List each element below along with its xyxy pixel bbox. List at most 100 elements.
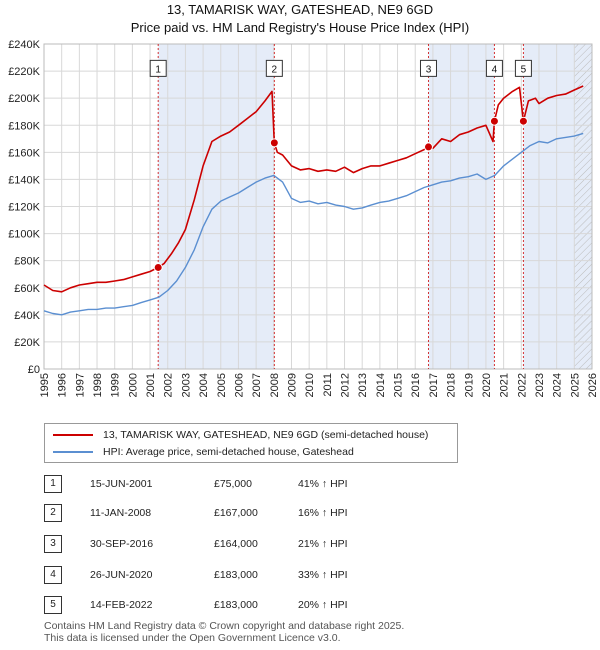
y-tick-label: £180K: [8, 120, 40, 132]
x-tick-label: 2004: [198, 373, 210, 397]
y-tick-label: £120K: [8, 202, 40, 214]
sale-hpi-change: 33% ↑ HPI: [298, 569, 348, 581]
sale-row: 4 26-JUN-2020 £183,000 33% ↑ HPI: [44, 566, 464, 584]
sale-number-box: [265, 59, 283, 77]
legend-item-property: 13, TAMARISK WAY, GATESHEAD, NE9 6GD (se…: [53, 427, 428, 443]
sale-price: £75,000: [214, 478, 252, 490]
sale-point: [518, 116, 528, 126]
sale-point: [489, 116, 499, 126]
sale-number-badge: 2: [44, 504, 62, 522]
x-tick-label: 2020: [481, 373, 493, 397]
chart-title: 13, TAMARISK WAY, GATESHEAD, NE9 6GD: [166, 2, 434, 17]
sale-hpi-change: 16% ↑ HPI: [298, 507, 348, 519]
x-tick-label: 2001: [145, 373, 157, 397]
x-tick-label: 2003: [180, 373, 192, 397]
x-tick-label: 2021: [499, 373, 511, 397]
y-tick-label: £80K: [14, 256, 40, 268]
x-tick-label: 2019: [463, 373, 475, 397]
y-tick-label: £220K: [8, 66, 40, 78]
sale-date: 26-JUN-2020: [90, 569, 153, 581]
x-tick-label: 2013: [357, 373, 369, 397]
y-tick-label: £100K: [8, 229, 40, 241]
sale-row: 3 30-SEP-2016 £164,000 21% ↑ HPI: [44, 535, 464, 553]
sale-number-label: 5: [521, 64, 527, 75]
x-tick-label: 2017: [428, 373, 440, 397]
sale-number-badge: 3: [44, 535, 62, 553]
x-tick-label: 2022: [516, 373, 528, 397]
sale-number-box: [419, 59, 437, 77]
x-tick-label: 1999: [110, 373, 122, 397]
sale-number-label: 2: [272, 64, 278, 75]
x-tick-label: 2024: [552, 373, 564, 397]
x-tick-label: 1995: [39, 373, 51, 397]
sale-hpi-change: 41% ↑ HPI: [298, 478, 348, 490]
x-tick-label: 2015: [393, 373, 405, 397]
chart-canvas: £0 £20K £40K £60K £80K £100K £120K £140K £160K £1…: [8, 39, 599, 397]
chart-subtitle: Price paid vs. HM Land Registry's House …: [130, 20, 470, 35]
sale-number-box: [514, 59, 532, 77]
x-tick-label: 1996: [57, 373, 69, 397]
x-tick-label: 2006: [233, 373, 245, 397]
footer-attribution: Contains HM Land Registry data © Crown c…: [44, 620, 404, 644]
sale-price: £183,000: [214, 569, 258, 581]
x-tick-label: 2005: [216, 373, 228, 397]
x-tick-label: 1998: [92, 373, 104, 397]
x-tick-label: 1997: [74, 373, 86, 397]
sale-price: £164,000: [214, 538, 258, 550]
sale-number-box: [149, 59, 167, 77]
sale-row: 5 14-FEB-2022 £183,000 20% ↑ HPI: [44, 596, 464, 614]
sale-price: £167,000: [214, 507, 258, 519]
x-tick-label: 2007: [251, 373, 263, 397]
x-tick-label: 2018: [446, 373, 458, 397]
x-tick-label: 2023: [534, 373, 546, 397]
sale-point: [269, 138, 279, 148]
legend-item-hpi: HPI: Average price, semi-detached house,…: [53, 444, 354, 460]
y-tick-label: £140K: [8, 174, 40, 186]
legend-label-hpi: HPI: Average price, semi-detached house,…: [103, 446, 354, 458]
property-price-line: [43, 85, 584, 293]
sale-date: 30-SEP-2016: [90, 538, 154, 550]
x-tick-label: 2002: [163, 373, 175, 397]
legend-swatch-hpi: [53, 451, 93, 454]
legend: 13, TAMARISK WAY, GATESHEAD, NE9 6GD (se…: [44, 423, 458, 463]
sale-hpi-change: 21% ↑ HPI: [298, 538, 348, 550]
sale-date: 14-FEB-2022: [90, 599, 153, 611]
plot-frame: [43, 43, 593, 370]
hpi-line: [43, 132, 584, 316]
sale-number-badge: 4: [44, 566, 62, 584]
x-tick-label: 2010: [304, 373, 316, 397]
sale-date: 15-JUN-2001: [90, 478, 153, 490]
x-tick-label: 2025: [569, 373, 581, 397]
x-tick-label: 2026: [587, 373, 599, 397]
sale-number-label: 1: [155, 64, 161, 75]
x-tick-label: 2016: [410, 373, 422, 397]
sale-date: 11-JAN-2008: [90, 507, 152, 519]
sale-hpi-change: 20% ↑ HPI: [298, 599, 348, 611]
y-tick-label: £0: [28, 364, 40, 376]
legend-swatch-property: [53, 434, 93, 437]
legend-label-property: 13, TAMARISK WAY, GATESHEAD, NE9 6GD (se…: [103, 429, 429, 441]
x-tick-label: 2011: [322, 373, 334, 397]
x-tick-label: 2008: [269, 373, 281, 397]
x-tick-label: 2000: [127, 373, 139, 397]
sale-number-label: 3: [426, 64, 432, 75]
y-tick-label: £200K: [8, 93, 40, 105]
y-tick-label: £60K: [14, 283, 40, 295]
x-tick-label: 2009: [286, 373, 298, 397]
x-tick-label: 2012: [340, 373, 352, 397]
sale-price: £183,000: [214, 599, 258, 611]
sale-row: 1 15-JUN-2001 £75,000 41% ↑ HPI: [44, 475, 464, 493]
y-tick-label: £20K: [14, 337, 40, 349]
sale-point: [423, 142, 433, 152]
sale-number-label: 4: [492, 64, 498, 75]
sale-number-box: [485, 59, 503, 77]
sale-number-badge: 1: [44, 475, 62, 493]
footer-license: This data is licensed under the Open Gov…: [44, 632, 341, 644]
y-tick-label: £160K: [8, 147, 40, 159]
footer-copyright: Contains HM Land Registry data © Crown c…: [44, 620, 405, 632]
sale-point: [153, 262, 163, 272]
sale-number-badge: 5: [44, 596, 62, 614]
y-tick-label: £240K: [8, 39, 40, 51]
x-tick-label: 2014: [375, 373, 387, 397]
y-tick-label: £40K: [14, 310, 40, 322]
